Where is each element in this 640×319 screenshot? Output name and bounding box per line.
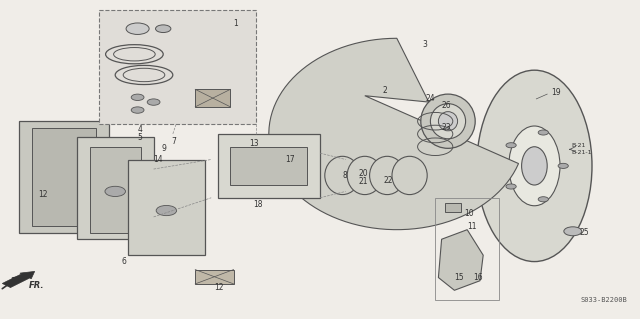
Polygon shape [438, 230, 483, 290]
Polygon shape [128, 160, 205, 255]
Circle shape [105, 186, 125, 197]
Circle shape [156, 205, 177, 216]
Circle shape [126, 23, 149, 34]
Text: 15: 15 [454, 273, 464, 282]
Ellipse shape [348, 156, 383, 195]
Text: 8: 8 [342, 171, 347, 180]
Text: 2: 2 [383, 86, 387, 95]
Text: 1: 1 [234, 19, 238, 28]
Text: 10: 10 [464, 209, 474, 218]
Bar [230, 147, 307, 185]
Ellipse shape [477, 70, 592, 262]
Polygon shape [77, 137, 154, 239]
Text: 21: 21 [358, 177, 368, 186]
Circle shape [538, 197, 548, 202]
Circle shape [506, 184, 516, 189]
Bar [445, 203, 461, 212]
Circle shape [147, 99, 160, 105]
Text: 13: 13 [250, 139, 259, 148]
Text: 22: 22 [384, 176, 394, 185]
Circle shape [131, 94, 144, 100]
Text: 4: 4 [138, 125, 143, 134]
Text: 3: 3 [422, 40, 428, 49]
Text: 25: 25 [579, 228, 589, 237]
Text: FR.: FR. [29, 281, 44, 290]
Polygon shape [90, 147, 141, 233]
Ellipse shape [370, 156, 405, 195]
Text: 5: 5 [138, 133, 143, 142]
Ellipse shape [392, 156, 428, 195]
Text: 6: 6 [122, 257, 127, 266]
Text: B-21-1: B-21-1 [571, 150, 591, 155]
Text: 26: 26 [442, 101, 451, 110]
Text: 23: 23 [442, 123, 451, 132]
Text: 17: 17 [285, 155, 294, 164]
Text: 7: 7 [172, 137, 177, 146]
FancyArrow shape [3, 271, 35, 287]
Bar [435, 198, 499, 300]
Circle shape [131, 107, 144, 113]
Circle shape [506, 143, 516, 148]
Circle shape [558, 163, 568, 168]
Text: 12: 12 [214, 283, 224, 292]
Text: 24: 24 [426, 94, 435, 103]
Text: 16: 16 [474, 273, 483, 282]
Ellipse shape [325, 156, 360, 195]
Text: 12: 12 [38, 190, 48, 199]
Circle shape [156, 25, 171, 33]
Polygon shape [32, 128, 96, 226]
Polygon shape [269, 38, 518, 230]
Text: 14: 14 [154, 155, 163, 164]
Text: 19: 19 [552, 88, 561, 97]
FancyBboxPatch shape [99, 10, 256, 124]
Polygon shape [218, 134, 320, 198]
Bar [195, 89, 230, 107]
Circle shape [564, 227, 582, 236]
Text: 11: 11 [467, 222, 477, 231]
Text: 9: 9 [162, 144, 167, 153]
Circle shape [538, 130, 548, 135]
Text: 20: 20 [358, 169, 368, 178]
Ellipse shape [522, 147, 547, 185]
Ellipse shape [430, 104, 466, 139]
Ellipse shape [509, 126, 560, 206]
Bar [195, 270, 234, 284]
Text: 18: 18 [253, 200, 262, 209]
Text: B-21: B-21 [571, 143, 585, 148]
Text: S033-B2200B: S033-B2200B [580, 297, 627, 303]
Ellipse shape [438, 112, 458, 131]
Polygon shape [19, 121, 109, 233]
Ellipse shape [421, 94, 475, 148]
